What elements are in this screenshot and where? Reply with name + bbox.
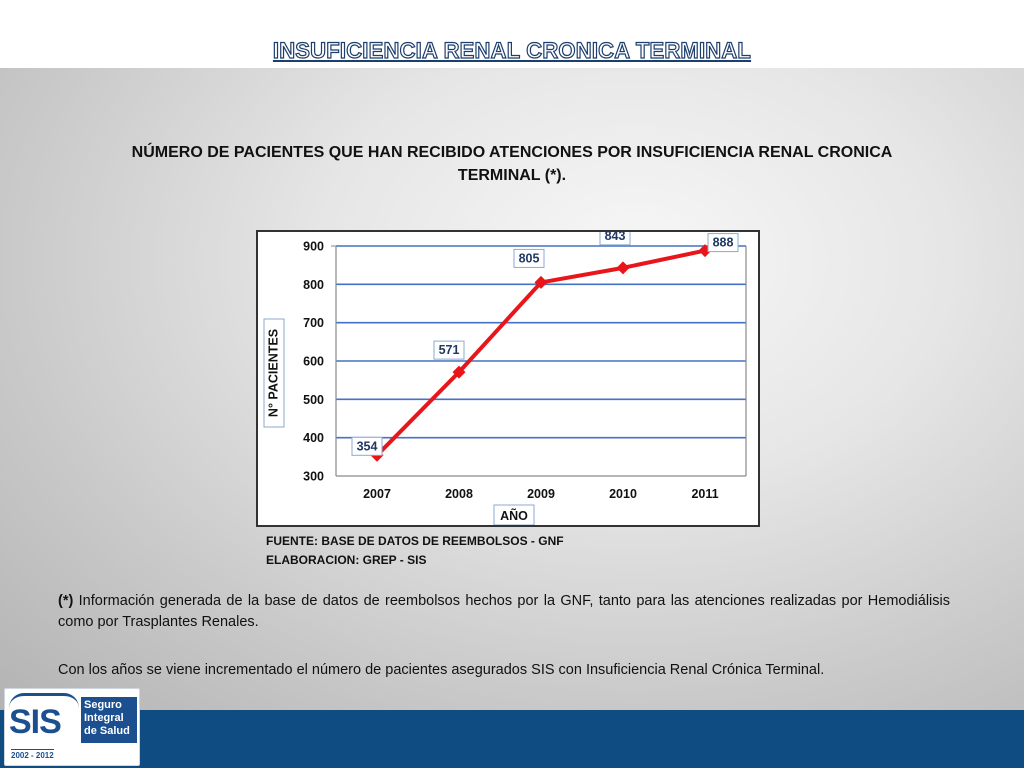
y-tick-label: 500 xyxy=(303,393,324,407)
y-tick-label: 700 xyxy=(303,316,324,330)
elaboration-line: ELABORACION: GREP - SIS xyxy=(266,553,427,567)
data-point-marker xyxy=(616,261,630,275)
y-tick-labels: 300 400 500 600 700 800 900 xyxy=(303,240,324,484)
x-tick-label: 2009 xyxy=(527,487,555,501)
x-tick-label: 2011 xyxy=(691,487,718,501)
footnote-text: Información generada de la base de datos… xyxy=(58,593,950,630)
y-axis-label-box xyxy=(263,318,285,428)
logo-mark: SIS xyxy=(9,703,62,741)
chart-frame: 300 400 500 600 700 800 900 2007 2008 2009 2010 20… xyxy=(256,230,760,527)
sis-logo: SIS Seguro Integral de Salud 2002 - 2012 xyxy=(4,688,140,766)
logo-years: 2002 - 2012 xyxy=(11,749,54,760)
data-label: 354 xyxy=(357,439,378,453)
y-tick-label: 400 xyxy=(303,431,324,445)
data-point-marker xyxy=(534,275,548,289)
data-label-box xyxy=(351,436,383,456)
logo-line-1: Seguro xyxy=(84,699,122,711)
slide-title: INSUFICIENCIA RENAL CRONICA TERMINAL xyxy=(272,37,752,63)
data-label-box xyxy=(707,233,739,253)
axes xyxy=(331,245,747,477)
data-label-box xyxy=(433,340,465,360)
y-tick-label: 600 xyxy=(303,355,324,369)
data-label-box xyxy=(513,248,545,268)
x-axis-label-box xyxy=(493,504,535,525)
x-tick-label: 2010 xyxy=(609,487,637,501)
logo-line-2: Integral xyxy=(84,712,124,724)
footnote: (*) Información generada de la base de d… xyxy=(58,591,950,633)
y-axis-label-text: N° PACIENTES xyxy=(266,329,280,417)
x-tick-label: 2008 xyxy=(445,487,473,501)
data-label-box xyxy=(599,232,631,246)
logo-line-3: de Salud xyxy=(84,725,130,737)
x-tick-label: 2007 xyxy=(363,487,391,501)
logo-name-box: Seguro Integral de Salud xyxy=(81,697,137,743)
header-band xyxy=(0,0,1024,68)
y-tick-label: 300 xyxy=(303,470,324,484)
grid-lines xyxy=(336,245,746,439)
y-axis-label: N° PACIENTES xyxy=(263,318,285,428)
summary-note: Con los años se viene incrementado el nú… xyxy=(58,662,825,678)
data-label: 888 xyxy=(713,236,734,250)
y-tick-label: 900 xyxy=(303,240,324,254)
footnote-marker: (*) xyxy=(58,593,74,609)
chart-heading: NÚMERO DE PACIENTES QUE HAN RECIBIDO ATE… xyxy=(131,144,893,184)
data-labels: 354 571 805 843 888 xyxy=(351,232,739,456)
source-line: FUENTE: BASE DE DATOS DE REEMBOLSOS - GN… xyxy=(266,534,564,548)
x-axis-label-text: AÑO xyxy=(500,508,528,523)
data-label: 843 xyxy=(605,232,626,243)
data-label: 571 xyxy=(439,343,460,357)
x-tick-labels: 2007 2008 2009 2010 2011 xyxy=(363,487,719,501)
y-tick-label: 800 xyxy=(303,278,324,292)
x-axis-label: AÑO xyxy=(493,504,535,525)
series-line xyxy=(370,244,712,462)
logo-arc xyxy=(9,693,79,708)
footer-band xyxy=(0,710,1024,768)
data-point-marker xyxy=(452,365,466,379)
data-label: 805 xyxy=(519,251,540,265)
